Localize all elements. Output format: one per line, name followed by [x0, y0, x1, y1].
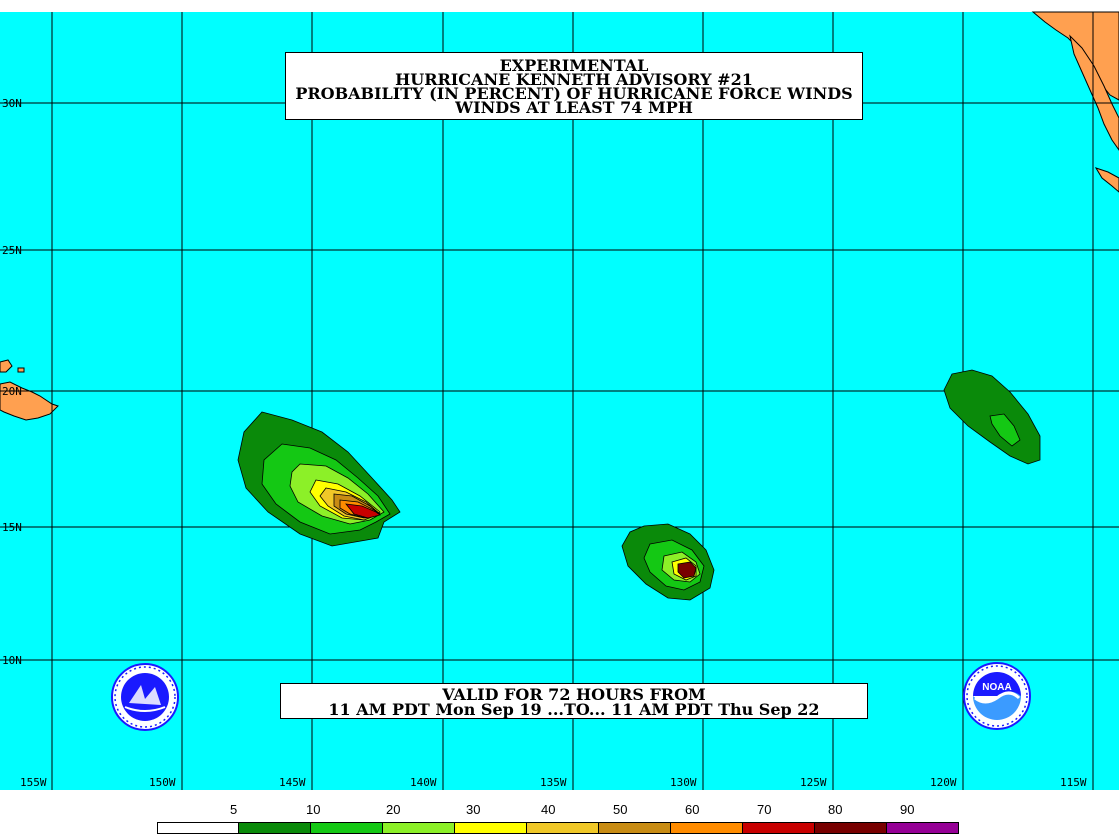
legend-swatch — [886, 823, 958, 833]
title-line-4: WINDS AT LEAST 74 MPH — [455, 98, 693, 117]
probability-contour-east — [943, 369, 1041, 465]
lon-label: 115W — [1060, 776, 1087, 789]
legend-swatch — [814, 823, 886, 833]
legend-swatch — [238, 823, 310, 833]
graticule — [0, 12, 1119, 790]
legend-swatch — [526, 823, 598, 833]
baja-peninsula — [1069, 34, 1119, 151]
title-box: EXPERIMENTAL HURRICANE KENNETH ADVISORY … — [285, 52, 863, 120]
legend-swatch — [670, 823, 742, 833]
legend-swatch — [382, 823, 454, 833]
legend-swatch — [158, 823, 238, 833]
legend-value: 10 — [306, 802, 321, 817]
title-line-2: HURRICANE KENNETH ADVISORY #21 — [395, 70, 753, 89]
lat-label: 30N — [2, 97, 22, 110]
legend-swatch — [598, 823, 670, 833]
lat-label: 25N — [2, 244, 22, 257]
lat-label: 10N — [2, 654, 22, 667]
legend-swatch — [742, 823, 814, 833]
legend-swatch — [310, 823, 382, 833]
lat-label: 20N — [2, 385, 22, 398]
legend-value: 20 — [386, 802, 401, 817]
mexico-coast-south — [1094, 167, 1119, 193]
lon-label: 135W — [540, 776, 567, 789]
legend-value: 30 — [466, 802, 481, 817]
legend-swatch — [454, 823, 526, 833]
legend-value: 5 — [230, 802, 238, 817]
nws-logo-icon — [111, 663, 179, 731]
hawaii-maui — [0, 359, 13, 373]
lat-label: 15N — [2, 521, 22, 534]
legend-color-bar — [157, 822, 959, 834]
legend-value: 90 — [900, 802, 915, 817]
lon-label: 140W — [410, 776, 437, 789]
lon-label: 145W — [279, 776, 306, 789]
legend-value: 40 — [541, 802, 556, 817]
noaa-logo-icon: NOAA — [963, 662, 1031, 730]
probability-contour-west — [237, 411, 401, 547]
title-line-1: EXPERIMENTAL — [499, 56, 649, 75]
valid-line-2: 11 AM PDT Mon Sep 19 ...TO... 11 AM PDT … — [328, 700, 820, 719]
lon-label: 120W — [930, 776, 957, 789]
valid-period-box: VALID FOR 72 HOURS FROM 11 AM PDT Mon Se… — [280, 683, 868, 719]
noaa-logo-text: NOAA — [982, 682, 1011, 693]
probability-contour-central — [621, 523, 715, 601]
lon-label: 125W — [800, 776, 827, 789]
lon-label: 150W — [149, 776, 176, 789]
legend-value: 60 — [685, 802, 700, 817]
legend-value: 70 — [757, 802, 772, 817]
valid-line-1: VALID FOR 72 HOURS FROM — [442, 685, 706, 704]
lon-label: 155W — [20, 776, 47, 789]
legend-value: 50 — [613, 802, 628, 817]
lon-label: 130W — [670, 776, 697, 789]
title-line-3: PROBABILITY (IN PERCENT) OF HURRICANE FO… — [295, 84, 853, 103]
legend-value: 80 — [828, 802, 843, 817]
